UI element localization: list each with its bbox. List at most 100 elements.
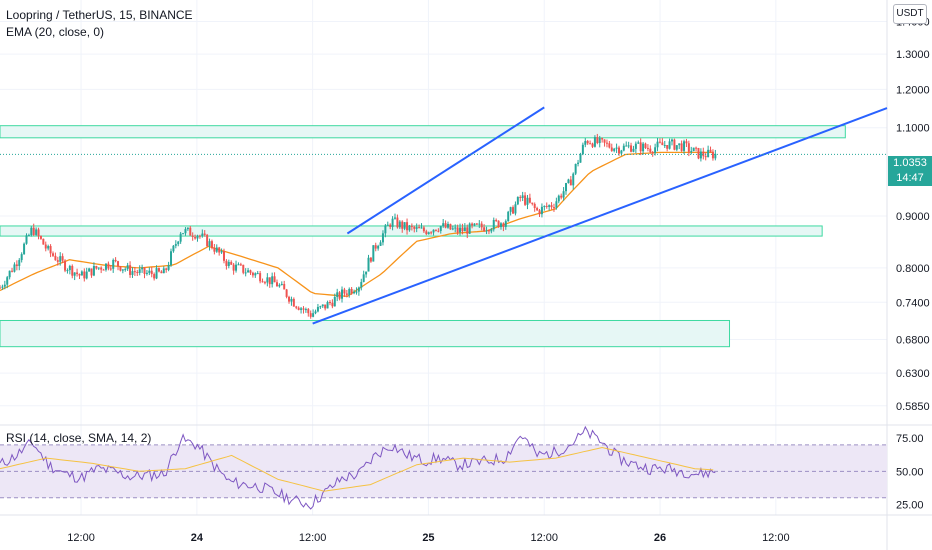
candle-body-228 — [548, 205, 551, 207]
candle-body-23 — [54, 255, 57, 261]
candle-body-132 — [316, 306, 319, 312]
candle-body-203 — [487, 230, 490, 232]
rsi-tick-0: 75.00 — [896, 433, 924, 445]
candle-body-229 — [550, 205, 553, 208]
candle-body-91 — [218, 247, 221, 253]
currency-unit-button[interactable]: USDT — [893, 4, 927, 24]
candle-body-103 — [247, 270, 250, 273]
candle-body-246 — [591, 143, 594, 147]
candle-body-287 — [690, 151, 693, 153]
candle-body-26 — [61, 256, 64, 261]
ema-legend[interactable]: EMA (20, close, 0) — [6, 25, 105, 39]
candle-body-293 — [704, 156, 707, 158]
price-axis[interactable]: 1.40001.30001.20001.10000.90000.80000.74… — [896, 16, 930, 412]
candle-body-138 — [331, 302, 334, 307]
candle-body-156 — [374, 245, 377, 249]
trendlines[interactable] — [312, 106, 888, 325]
candle-body-67 — [160, 271, 163, 274]
candle-body-46 — [109, 268, 112, 270]
candle-body-206 — [495, 219, 498, 221]
candle-body-42 — [100, 267, 103, 270]
candle-body-35 — [83, 271, 86, 279]
candle-body-280 — [673, 139, 676, 150]
candle-body-240 — [577, 162, 580, 164]
candle-body-106 — [254, 273, 257, 276]
candle-body-142 — [341, 289, 344, 299]
candle-body-154 — [369, 257, 372, 262]
candle-body-61 — [145, 272, 148, 274]
candle-body-47 — [112, 259, 115, 269]
candle-body-270 — [649, 148, 652, 153]
candle-body-39 — [92, 266, 95, 276]
candle-body-253 — [608, 143, 611, 148]
candle-body-276 — [663, 145, 666, 147]
candle-body-148 — [355, 291, 358, 293]
candle-body-271 — [651, 152, 654, 154]
symbol-title[interactable]: Loopring / TetherUS, 15, BINANCE — [6, 8, 193, 22]
candle-body-217 — [521, 195, 524, 199]
candle-body-73 — [174, 244, 177, 246]
candle-body-72 — [172, 245, 175, 252]
candle-body-147 — [353, 291, 356, 294]
candle-body-169 — [406, 222, 409, 231]
candle-body-167 — [401, 221, 404, 229]
candle-body-83 — [198, 235, 201, 237]
candle-body-173 — [415, 227, 418, 229]
candle-body-137 — [328, 302, 331, 304]
candle-body-81 — [194, 236, 197, 239]
candle-body-252 — [605, 142, 608, 144]
candle-body-294 — [707, 149, 710, 158]
rsi-tick-1: 50.00 — [896, 466, 924, 478]
candle-body-98 — [235, 264, 238, 271]
candle-body-191 — [459, 227, 462, 233]
candle-body-278 — [668, 141, 671, 149]
candle-body-75 — [179, 233, 182, 242]
rsi-tick-2: 25.00 — [896, 499, 924, 511]
candle-body-93 — [222, 251, 225, 261]
candle-body-62 — [148, 270, 151, 273]
candle-body-197 — [473, 223, 476, 226]
candle-body-265 — [637, 142, 640, 144]
candle-body-285 — [685, 141, 688, 144]
last-price-badge: 1.0353 14:47 — [888, 156, 932, 186]
candle-body-194 — [466, 227, 469, 234]
candle-body-58 — [138, 269, 141, 273]
candle-body-181 — [434, 229, 437, 231]
candle-body-33 — [78, 273, 81, 276]
candle-body-260 — [625, 145, 628, 147]
candle-body-117 — [280, 283, 283, 285]
candle-body-146 — [350, 288, 353, 294]
candle-body-13 — [30, 227, 33, 236]
candle-body-165 — [396, 217, 399, 228]
price-tick-4: 0.9000 — [896, 211, 930, 223]
candle-body-50 — [119, 266, 122, 271]
candle-body-12 — [27, 235, 30, 237]
candle-body-249 — [598, 138, 601, 144]
candle-body-66 — [157, 268, 160, 272]
candle-body-59 — [141, 267, 144, 270]
candle-body-53 — [126, 265, 129, 270]
candle-body-196 — [471, 223, 474, 226]
candle-body-230 — [552, 207, 555, 209]
candle-body-231 — [555, 201, 558, 208]
candle-body-182 — [437, 230, 440, 232]
candle-body-212 — [509, 207, 512, 212]
candle-body-118 — [283, 283, 286, 290]
candle-body-159 — [381, 233, 384, 243]
candle-body-74 — [177, 241, 180, 245]
rsi-legend[interactable]: RSI (14, close, SMA, 14, 2) — [6, 431, 152, 445]
candle-body-239 — [574, 163, 577, 174]
candle-body-166 — [398, 221, 401, 228]
time-axis[interactable]: 12:00 24 12:00 25 12:00 26 12:00 — [67, 532, 789, 544]
candle-body-209 — [502, 223, 505, 227]
candle-body-164 — [394, 217, 397, 219]
candle-body-85 — [203, 233, 206, 235]
candle-body-111 — [266, 277, 269, 283]
candle-body-235 — [565, 183, 568, 192]
candle-body-254 — [610, 147, 613, 151]
candle-body-20 — [47, 246, 50, 249]
candle-body-80 — [191, 235, 194, 237]
candle-body-145 — [348, 288, 351, 295]
candle-body-109 — [261, 281, 264, 283]
